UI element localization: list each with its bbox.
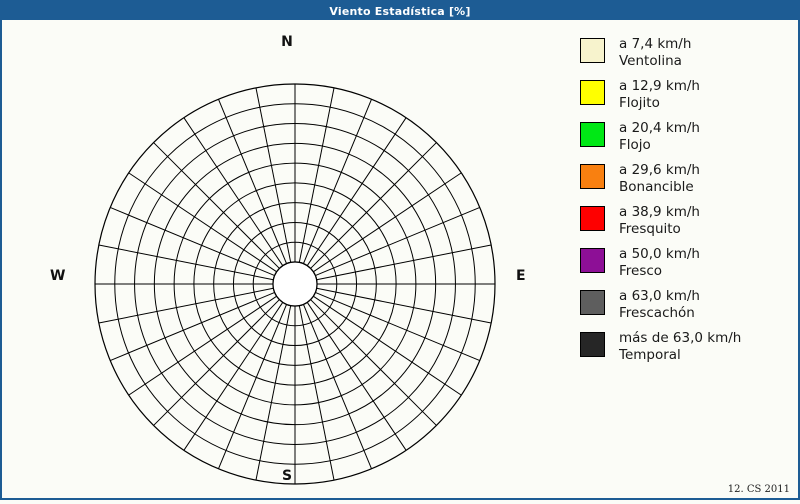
window-body: N S W E a 7,4 km/h Ventolina a 12,9 km/h Fl… [2,20,798,498]
legend-item-name: Temporal [619,347,681,363]
rose-spoke [315,291,480,361]
legend-item-text: a 38,9 km/h Fresquito [619,204,700,238]
rose-spoke [153,299,280,426]
rose-spoke [98,244,274,281]
rose-spoke [313,295,462,396]
legend-item-name: Bonancible [619,179,694,195]
rose-spoke [153,142,280,269]
rose-spoke [255,87,292,263]
rose-spoke [310,142,437,269]
rose-spoke [316,287,492,324]
legend-color-swatch [580,206,605,231]
rose-spoke [110,207,275,277]
legend-item[interactable]: a 50,0 km/h Fresco [580,246,798,280]
rose-spoke [315,207,480,277]
window-title: Viento Estadística [%] [329,4,471,18]
legend-item-speed: a 63,0 km/h [619,288,700,304]
legend-item-text: a 63,0 km/h Frescachón [619,288,700,322]
legend-item-name: Fresquito [619,221,681,237]
legend-item-text: a 7,4 km/h Ventolina [619,36,691,70]
window-title-bar: Viento Estadística [%] [2,2,798,20]
legend-item-name: Ventolina [619,53,682,69]
legend: a 7,4 km/h Ventolina a 12,9 km/h Flojito a 2… [580,36,798,372]
rose-spoke [183,117,284,266]
legend-item-speed: a 20,4 km/h [619,120,700,136]
legend-color-swatch [580,248,605,273]
compass-label-south: S [281,468,293,484]
legend-item[interactable]: a 20,4 km/h Flojo [580,120,798,154]
legend-item-speed: a 29,6 km/h [619,162,700,178]
legend-color-swatch [580,332,605,357]
wind-rose-svg [94,83,496,485]
footer-credit: 12. CS 2011 [727,484,790,495]
rose-spoke [218,99,288,264]
legend-item-name: Flojito [619,95,660,111]
legend-color-swatch [580,290,605,315]
rose-spoke [316,244,492,281]
legend-item-text: a 20,4 km/h Flojo [619,120,700,154]
rose-spoke [306,302,407,451]
rose-spoke [128,172,277,273]
compass-label-east: E [516,268,526,284]
legend-item-name: Fresco [619,263,663,279]
rose-spoke [183,302,284,451]
legend-item-name: Flojo [619,137,651,153]
rose-spoke [302,99,372,264]
legend-item[interactable]: a 7,4 km/h Ventolina [580,36,798,70]
compass-label-north: N [281,34,293,50]
rose-spoke [110,291,275,361]
legend-color-swatch [580,122,605,147]
rose-spoke [298,305,335,481]
rose-spoke [302,304,372,469]
legend-item-text: a 12,9 km/h Flojito [619,78,700,112]
rose-spoke [218,304,288,469]
legend-item-text: a 50,0 km/h Fresco [619,246,700,280]
legend-item[interactable]: más de 63,0 km/h Temporal [580,330,798,364]
legend-color-swatch [580,80,605,105]
legend-item-speed: a 12,9 km/h [619,78,700,94]
rose-spoke [98,287,274,324]
legend-item-speed: a 38,9 km/h [619,204,700,220]
legend-item-speed: a 50,0 km/h [619,246,700,262]
legend-item-name: Frescachón [619,305,695,321]
rose-spoke [255,305,292,481]
legend-color-swatch [580,164,605,189]
rose-spoke [128,295,277,396]
legend-item[interactable]: a 29,6 km/h Bonancible [580,162,798,196]
rose-spoke [298,87,335,263]
legend-item-speed: a 7,4 km/h [619,36,692,52]
compass-label-west: W [50,268,66,284]
legend-item-speed: más de 63,0 km/h [619,330,742,346]
legend-item-text: a 29,6 km/h Bonancible [619,162,700,196]
rose-spoke [310,299,437,426]
legend-item[interactable]: a 63,0 km/h Frescachón [580,288,798,322]
legend-item-text: más de 63,0 km/h Temporal [619,330,741,364]
rose-spoke [306,117,407,266]
wind-rose-plot: N S W E [2,20,572,500]
rose-center-hole [272,261,318,307]
rose-spoke [313,172,462,273]
legend-color-swatch [580,38,605,63]
legend-item[interactable]: a 12,9 km/h Flojito [580,78,798,112]
legend-item[interactable]: a 38,9 km/h Fresquito [580,204,798,238]
